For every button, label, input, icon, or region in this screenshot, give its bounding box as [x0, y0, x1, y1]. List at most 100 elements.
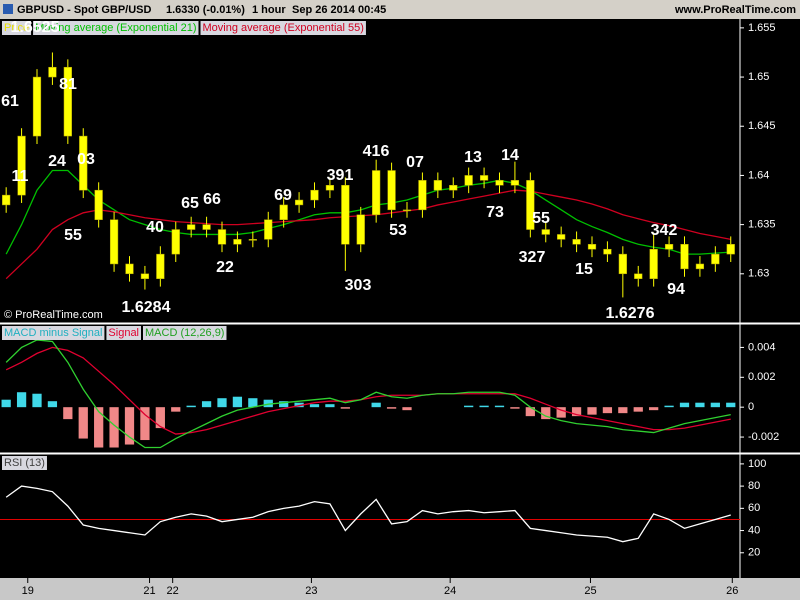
candle-body [572, 239, 581, 245]
price-annotation: 13 [464, 149, 482, 166]
candle-body [634, 273, 643, 279]
legend-label: Moving average (Exponential 21) [35, 22, 196, 34]
period: 1 hour [252, 4, 286, 16]
candle-body [464, 175, 473, 186]
histogram-bar [294, 402, 304, 408]
candle-body [63, 66, 72, 137]
y-tick-label: 60 [748, 502, 760, 514]
price-annotation: 69 [274, 187, 292, 204]
legend-box [106, 326, 141, 340]
candle-body [603, 248, 612, 255]
price-annotation: 53 [389, 222, 407, 239]
candle-body [649, 248, 658, 279]
histogram-bar [525, 407, 535, 417]
candle-body [433, 180, 442, 191]
legend-box [2, 456, 47, 470]
histogram-bar [201, 401, 212, 408]
candle-body [510, 180, 520, 186]
candle-body [557, 234, 566, 240]
histogram-bar [1, 399, 11, 408]
histogram-bar [464, 405, 474, 408]
price-annotation: 81 [59, 76, 77, 93]
histogram-bar [32, 393, 42, 408]
y-tick-label: 1.655 [748, 22, 776, 34]
histogram-bar [232, 396, 243, 408]
series-line [5, 169, 731, 255]
candle-body [387, 170, 396, 211]
histogram-bar [309, 404, 320, 408]
histogram-bar [602, 407, 613, 414]
histogram-bar [587, 407, 597, 415]
last-price: 1.6330 (-0.01%) [166, 4, 245, 16]
icon [3, 4, 13, 14]
candle-body [94, 189, 103, 220]
candle-body [233, 239, 242, 245]
candle-body [248, 239, 257, 241]
price-annotation: 03 [77, 151, 95, 168]
histogram-bar [217, 398, 227, 408]
candle-body [171, 229, 180, 255]
candle-body [372, 170, 381, 216]
candle-body [217, 229, 227, 245]
price-annotation: 15 [575, 261, 593, 278]
histogram-bar [633, 407, 643, 412]
price-annotation: 65 [181, 195, 199, 212]
candle-body [356, 214, 365, 245]
price-annotation: 55 [64, 227, 82, 244]
price-annotation: 22 [216, 259, 234, 276]
legend-box [200, 21, 366, 35]
candle-body [2, 194, 11, 206]
histogram-bar [263, 399, 273, 408]
legend-label: Moving average (Exponential 55) [203, 22, 364, 34]
price-annotation: 94 [667, 281, 685, 298]
legend-label: MACD (12,26,9) [145, 327, 224, 339]
histogram-bar [16, 392, 27, 408]
candle-body [587, 244, 597, 250]
candle-body [680, 244, 689, 270]
x-tick-label: 19 [22, 585, 34, 597]
candle-body [341, 185, 350, 245]
histogram-bar [571, 407, 582, 417]
candle-body [294, 199, 304, 206]
price-annotation: 07 [406, 154, 424, 171]
histogram-bar [140, 407, 150, 441]
symbol: GBPUSD - Spot GBP/USD [17, 4, 152, 16]
y-tick-label: 1.635 [748, 219, 776, 231]
legend-box [143, 326, 227, 340]
price-annotation: 24 [48, 153, 66, 170]
histogram-bar [371, 402, 381, 408]
histogram-bar [695, 402, 705, 408]
histogram-bar [726, 402, 736, 408]
price-annotation: 1.6525 [11, 19, 60, 36]
price-annotation: 61 [1, 93, 19, 110]
candle-body [495, 180, 504, 186]
candle-body [187, 224, 196, 230]
x-tick-label: 22 [167, 585, 179, 597]
series-line [5, 189, 731, 280]
histogram-bar [109, 407, 119, 448]
candle-body [402, 209, 412, 212]
legend-label: Signal [108, 327, 139, 339]
histogram-bar [402, 407, 412, 411]
candle-body [711, 253, 720, 265]
price-annotation: 73 [486, 204, 504, 221]
histogram-bar [479, 405, 489, 408]
header-bar [0, 0, 800, 19]
candle-body [79, 135, 88, 191]
candle-body [17, 135, 26, 196]
price-annotation: 14 [501, 147, 519, 164]
candle-body [140, 273, 150, 279]
candle-body [156, 253, 165, 279]
price-annotation: 1.6276 [606, 305, 655, 322]
histogram-bar [494, 405, 505, 408]
candle-body [32, 76, 42, 137]
y-tick-label: 0.004 [748, 341, 776, 353]
candle-body [264, 219, 273, 240]
watermark: © ProRealTime.com [4, 309, 103, 321]
histogram-bar [186, 405, 196, 408]
histogram-bar [124, 407, 135, 445]
histogram-bar [78, 407, 88, 439]
price-annotation: 66 [203, 191, 221, 208]
y-tick-label: 1.645 [748, 120, 776, 132]
